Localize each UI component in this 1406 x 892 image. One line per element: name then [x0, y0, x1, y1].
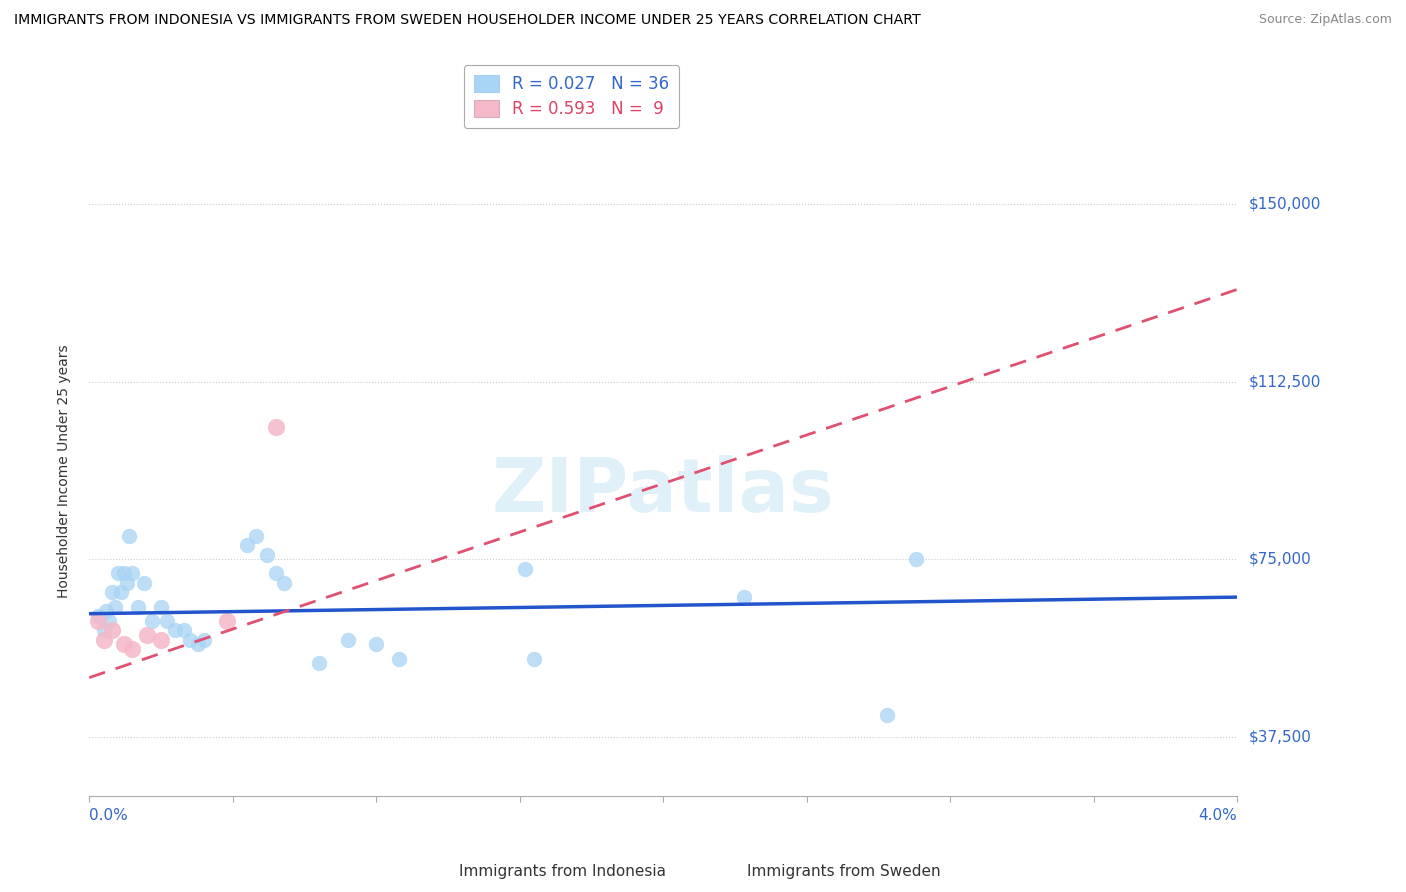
Point — [173, 624, 195, 638]
Point — [193, 632, 215, 647]
Point — [366, 637, 388, 651]
Point — [98, 614, 121, 628]
Text: 0.0%: 0.0% — [89, 808, 128, 822]
Point — [336, 632, 359, 647]
Point — [515, 562, 537, 576]
Point — [121, 642, 143, 657]
Text: $150,000: $150,000 — [1249, 197, 1320, 211]
Text: Source: ZipAtlas.com: Source: ZipAtlas.com — [1258, 13, 1392, 27]
Point — [308, 657, 330, 671]
Point — [135, 628, 157, 642]
Point — [256, 548, 278, 562]
Text: IMMIGRANTS FROM INDONESIA VS IMMIGRANTS FROM SWEDEN HOUSEHOLDER INCOME UNDER 25 : IMMIGRANTS FROM INDONESIA VS IMMIGRANTS … — [14, 13, 921, 28]
Point — [245, 528, 267, 542]
Text: $112,500: $112,500 — [1249, 375, 1320, 389]
Point — [179, 632, 201, 647]
Point — [118, 528, 141, 542]
Text: ZIPatlas: ZIPatlas — [492, 455, 835, 528]
Point — [165, 624, 187, 638]
Point — [96, 604, 118, 618]
Point — [523, 651, 546, 665]
Point — [141, 614, 163, 628]
Point — [156, 614, 179, 628]
Point — [101, 585, 124, 599]
Text: $37,500: $37,500 — [1249, 730, 1312, 744]
Point — [87, 614, 110, 628]
Point — [112, 637, 135, 651]
Point — [115, 576, 138, 591]
Point — [110, 585, 132, 599]
Point — [132, 576, 155, 591]
Text: Immigrants from Indonesia: Immigrants from Indonesia — [458, 863, 666, 879]
Point — [149, 599, 172, 614]
Point — [93, 624, 115, 638]
Point — [273, 576, 295, 591]
Point — [215, 614, 238, 628]
Point — [904, 552, 927, 566]
Point — [264, 566, 287, 581]
Point — [104, 599, 127, 614]
Y-axis label: Householder Income Under 25 years: Householder Income Under 25 years — [58, 345, 72, 599]
Point — [101, 624, 124, 638]
Point — [236, 538, 259, 552]
Point — [93, 632, 115, 647]
Point — [264, 419, 287, 434]
Point — [127, 599, 149, 614]
Point — [733, 590, 755, 604]
Point — [107, 566, 129, 581]
Text: 4.0%: 4.0% — [1198, 808, 1237, 822]
Point — [187, 637, 209, 651]
Legend: R = 0.027   N = 36, R = 0.593   N =  9: R = 0.027 N = 36, R = 0.593 N = 9 — [464, 65, 679, 128]
Point — [149, 632, 172, 647]
Point — [87, 609, 110, 624]
Point — [121, 566, 143, 581]
Point — [112, 566, 135, 581]
Point — [876, 708, 898, 723]
Point — [388, 651, 411, 665]
Text: Immigrants from Sweden: Immigrants from Sweden — [747, 863, 941, 879]
Text: $75,000: $75,000 — [1249, 552, 1310, 566]
